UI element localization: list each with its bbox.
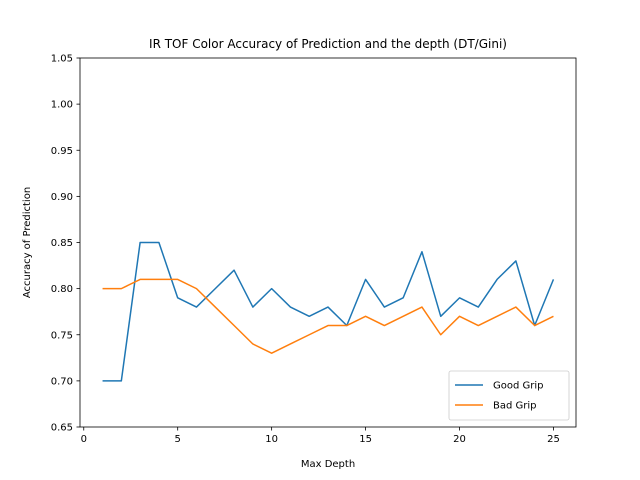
series-line-0 [102,241,555,382]
series-line-1 [102,278,554,354]
x-axis-label: Max Depth [301,459,355,470]
plot-series-group [102,241,555,382]
x-tick-label: 20 [453,434,466,445]
y-tick-label: 0.85 [51,238,73,249]
y-tick-label: 0.80 [51,284,73,295]
x-tick-label: 25 [547,434,560,445]
chart-title: IR TOF Color Accuracy of Prediction and … [149,37,507,51]
y-tick-label: 0.95 [51,146,73,157]
legend-label: Bad Grip [493,401,537,412]
y-tick-label: 0.70 [51,376,73,387]
y-tick-label: 1.00 [51,100,73,111]
legend-label: Good Grip [493,381,544,392]
y-axis: 0.65 0.70 0.75 0.80 0.85 0.90 0.95 1.00 1.05 [51,54,80,434]
legend: Good Grip Bad Grip [448,370,570,421]
legend-box [448,370,570,421]
y-axis-label: Accuracy of Prediction [22,187,33,298]
x-tick-label: 10 [265,434,278,445]
y-tick-label: 0.75 [51,330,73,341]
x-axis: 0 5 10 15 20 25 [81,427,560,445]
x-tick-label: 5 [175,434,181,445]
x-tick-label: 0 [81,434,87,445]
y-tick-label: 0.65 [51,423,73,434]
y-tick-label: 0.90 [51,192,73,203]
x-tick-label: 15 [359,434,372,445]
y-tick-label: 1.05 [51,54,73,65]
